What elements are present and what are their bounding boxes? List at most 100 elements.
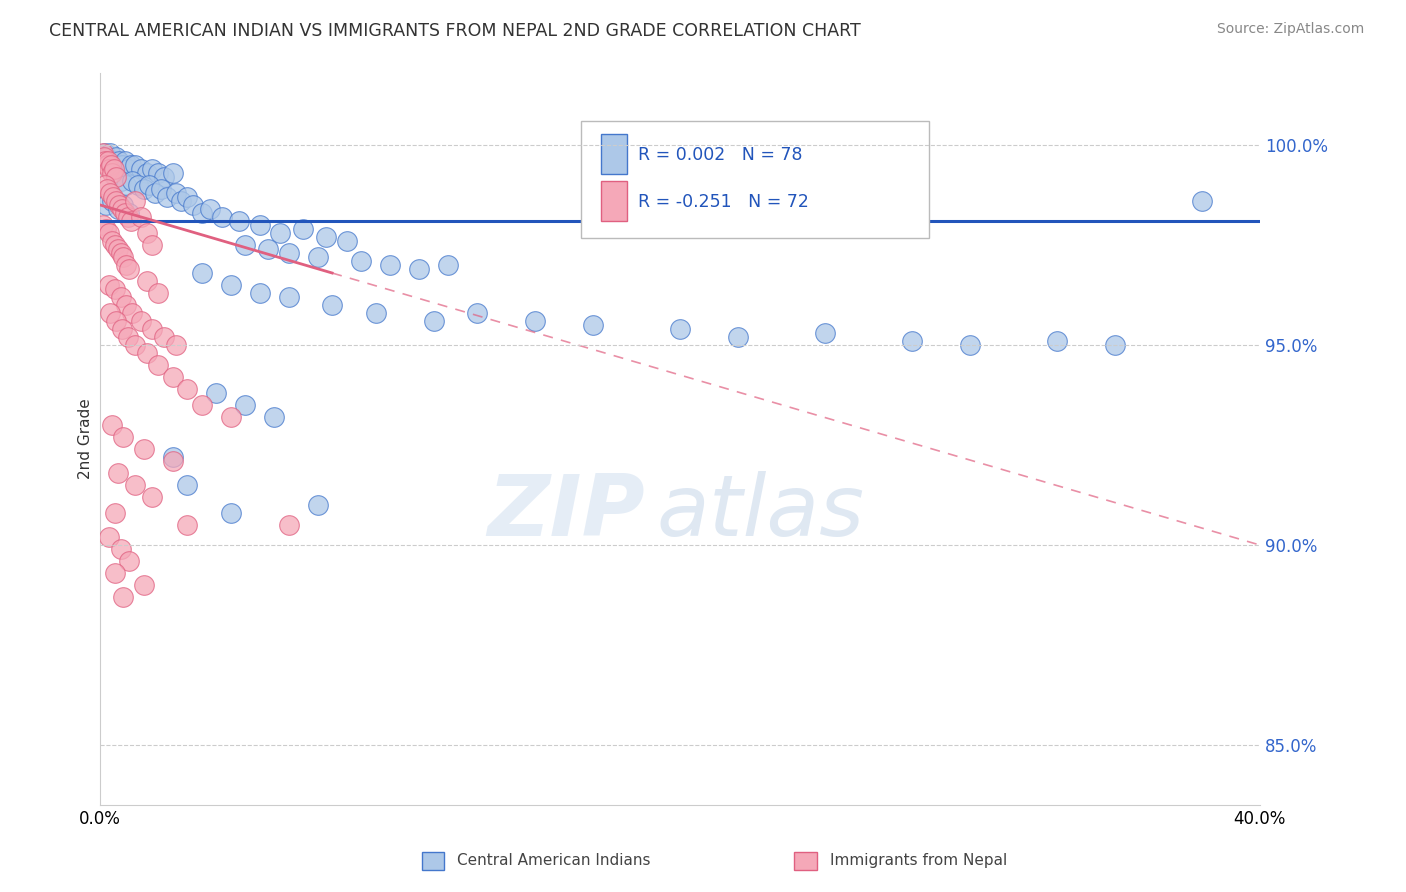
Point [107, 242, 129, 256]
Point [104, 506, 127, 520]
Point [104, 169, 127, 184]
Point [103, 153, 125, 168]
Text: R = 0.002   N = 78: R = 0.002 N = 78 [638, 146, 803, 164]
Point [108, 153, 131, 168]
Point [727, 330, 749, 344]
Point [200, 202, 222, 216]
Point [96, 150, 118, 164]
Point [124, 478, 146, 492]
Point [97, 226, 120, 240]
Point [277, 246, 299, 260]
Point [124, 158, 146, 172]
FancyBboxPatch shape [582, 120, 929, 237]
Point [138, 178, 160, 192]
Point [162, 166, 184, 180]
Point [114, 206, 136, 220]
Point [257, 242, 280, 256]
Point [112, 198, 135, 212]
Point [148, 358, 170, 372]
Point [814, 326, 837, 340]
Point [91, 146, 114, 161]
Point [277, 518, 299, 533]
Point [105, 150, 128, 164]
Point [132, 182, 155, 196]
Point [94, 222, 117, 236]
Point [111, 322, 134, 336]
Point [364, 306, 387, 320]
Point [107, 202, 129, 216]
Point [249, 218, 271, 232]
Point [103, 161, 125, 176]
Point [110, 290, 132, 304]
Point [121, 174, 143, 188]
Point [111, 158, 134, 172]
Point [93, 178, 115, 192]
Point [93, 146, 115, 161]
Point [101, 234, 124, 248]
Point [107, 466, 129, 480]
Point [96, 182, 118, 196]
Point [141, 161, 163, 176]
Point [129, 314, 152, 328]
Point [165, 186, 187, 200]
Point [97, 530, 120, 544]
Point [141, 322, 163, 336]
Point [94, 198, 117, 212]
Point [124, 194, 146, 208]
Point [97, 278, 120, 293]
Point [127, 178, 149, 192]
Point [141, 238, 163, 252]
Point [105, 169, 128, 184]
Point [669, 322, 692, 336]
Point [321, 298, 343, 312]
Point [118, 554, 141, 568]
Point [233, 398, 256, 412]
Point [114, 153, 136, 168]
Point [129, 161, 152, 176]
Point [120, 214, 142, 228]
Point [135, 166, 157, 180]
Point [162, 454, 184, 468]
Point [97, 153, 120, 168]
Point [118, 206, 141, 220]
Point [1046, 334, 1069, 348]
Point [98, 146, 121, 161]
Point [219, 410, 242, 425]
Point [1104, 338, 1126, 352]
Point [153, 330, 176, 344]
Point [104, 282, 127, 296]
Point [98, 306, 121, 320]
Point [153, 169, 176, 184]
Point [150, 182, 173, 196]
Point [1191, 194, 1213, 208]
Point [141, 490, 163, 504]
Point [117, 210, 139, 224]
Point [582, 318, 605, 332]
Point [228, 214, 250, 228]
Point [96, 158, 118, 172]
Point [129, 210, 152, 224]
Point [156, 190, 179, 204]
Point [307, 498, 329, 512]
Point [211, 210, 233, 224]
Point [115, 298, 138, 312]
Point [98, 161, 121, 176]
Text: Central American Indians: Central American Indians [457, 854, 651, 868]
Point [98, 186, 121, 200]
Point [437, 258, 460, 272]
Point [93, 150, 115, 164]
Point [269, 226, 291, 240]
Point [121, 306, 143, 320]
Point [110, 174, 132, 188]
Point [422, 314, 444, 328]
Point [170, 194, 193, 208]
Point [336, 234, 359, 248]
Point [105, 194, 128, 208]
Point [100, 158, 122, 172]
Y-axis label: 2nd Grade: 2nd Grade [79, 399, 93, 479]
Point [165, 338, 187, 352]
Point [118, 262, 141, 277]
Point [112, 590, 135, 604]
FancyBboxPatch shape [602, 134, 627, 174]
Point [110, 246, 132, 260]
